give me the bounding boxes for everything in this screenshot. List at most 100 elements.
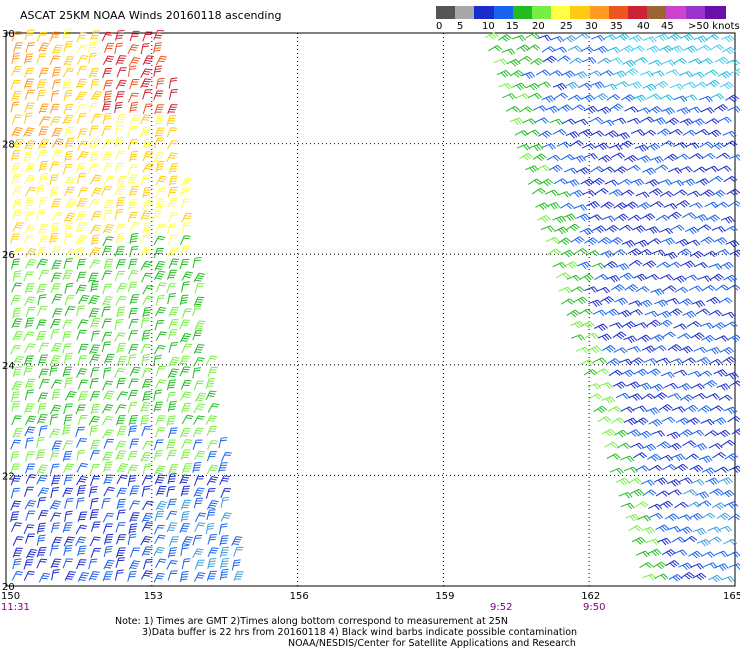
wind-barb bbox=[663, 463, 676, 474]
wind-barb bbox=[65, 137, 74, 150]
wind-barb bbox=[11, 487, 20, 500]
wind-barb bbox=[588, 70, 601, 81]
wind-barb bbox=[689, 285, 702, 296]
wind-barb bbox=[117, 175, 127, 188]
wind-barb bbox=[615, 213, 628, 224]
wind-barb bbox=[168, 546, 177, 559]
wind-barb bbox=[142, 271, 152, 284]
wind-barb bbox=[130, 484, 140, 497]
wind-barb bbox=[115, 42, 123, 55]
wind-barb bbox=[167, 521, 177, 534]
wind-barb bbox=[169, 356, 180, 369]
wind-barb bbox=[718, 165, 731, 176]
wind-barb bbox=[732, 427, 740, 439]
wind-barb bbox=[104, 162, 113, 175]
wind-barb bbox=[128, 43, 139, 56]
wind-barb bbox=[50, 413, 58, 426]
wind-barb bbox=[647, 453, 660, 464]
wind-barb bbox=[78, 318, 89, 331]
wind-barb bbox=[689, 202, 702, 213]
wind-barb bbox=[580, 359, 593, 370]
wind-barb bbox=[682, 212, 695, 223]
wind-barb bbox=[102, 185, 113, 198]
wind-barb bbox=[641, 527, 654, 537]
wind-barb bbox=[182, 198, 191, 211]
wind-barb bbox=[625, 283, 638, 295]
wind-barb bbox=[180, 365, 190, 378]
wind-barb bbox=[609, 144, 622, 154]
wind-barb bbox=[52, 259, 62, 272]
wind-barb bbox=[39, 125, 49, 138]
wind-barb bbox=[52, 137, 63, 150]
wind-barb bbox=[50, 499, 61, 512]
wind-barb bbox=[719, 394, 732, 405]
wind-barb bbox=[11, 510, 20, 523]
wind-barb bbox=[690, 250, 703, 261]
wind-barb bbox=[39, 378, 49, 391]
wind-barb bbox=[714, 237, 727, 248]
wind-barb bbox=[90, 390, 100, 403]
wind-barb bbox=[605, 130, 618, 141]
wind-barb bbox=[638, 382, 651, 392]
wind-barb bbox=[77, 367, 88, 380]
wind-barb bbox=[607, 46, 620, 56]
wind-barb bbox=[102, 295, 112, 308]
wind-barb bbox=[489, 45, 502, 56]
latitude-label: 22 bbox=[2, 471, 15, 482]
wind-barb bbox=[169, 341, 178, 354]
wind-barb bbox=[680, 33, 693, 44]
wind-barb bbox=[581, 94, 594, 105]
wind-barb bbox=[708, 536, 721, 547]
wind-barb bbox=[628, 214, 641, 225]
wind-barb bbox=[143, 558, 152, 571]
wind-barb bbox=[13, 558, 22, 571]
wind-barb bbox=[116, 54, 126, 67]
wind-barb bbox=[598, 333, 611, 343]
wind-barb bbox=[104, 42, 114, 55]
wind-barb bbox=[89, 294, 100, 307]
wind-barb bbox=[128, 401, 137, 414]
wind-barb bbox=[25, 52, 33, 65]
wind-barb bbox=[195, 558, 205, 571]
wind-barb bbox=[63, 318, 73, 331]
wind-barb bbox=[624, 154, 637, 165]
wind-barb bbox=[78, 544, 87, 557]
wind-barb bbox=[65, 305, 75, 318]
wind-barb bbox=[592, 225, 605, 236]
wind-barb bbox=[26, 306, 35, 319]
wind-barb bbox=[91, 150, 99, 163]
wind-barb bbox=[65, 126, 73, 139]
wind-barb bbox=[648, 59, 661, 69]
wind-barb bbox=[117, 486, 127, 499]
wind-barb bbox=[78, 378, 88, 391]
wind-barb bbox=[640, 71, 653, 81]
wind-barb bbox=[39, 41, 50, 54]
wind-barb bbox=[571, 286, 584, 297]
wind-barb bbox=[595, 273, 608, 284]
wind-barb bbox=[78, 571, 89, 584]
wind-barb bbox=[709, 358, 722, 369]
wind-barb bbox=[128, 570, 137, 583]
wind-barb bbox=[168, 569, 177, 582]
wind-barb bbox=[624, 335, 637, 345]
wind-barb bbox=[621, 369, 634, 380]
wind-barb bbox=[697, 44, 710, 55]
wind-barb bbox=[637, 107, 650, 118]
wind-barb bbox=[141, 535, 152, 548]
wind-barb bbox=[91, 112, 101, 125]
wind-barb bbox=[77, 558, 87, 571]
wind-barb bbox=[564, 167, 577, 177]
wind-barb bbox=[37, 257, 48, 270]
wind-barb bbox=[194, 402, 205, 415]
wind-barb bbox=[691, 383, 704, 394]
wind-barb bbox=[52, 293, 62, 306]
wind-barb bbox=[78, 510, 87, 523]
wind-barb bbox=[25, 211, 34, 224]
wind-barb bbox=[12, 414, 22, 427]
wind-barb bbox=[543, 55, 556, 67]
wind-barb bbox=[91, 366, 100, 379]
wind-barb bbox=[667, 431, 680, 441]
wind-barb bbox=[91, 78, 99, 91]
wind-barb bbox=[207, 475, 218, 488]
wind-barb bbox=[13, 330, 24, 343]
